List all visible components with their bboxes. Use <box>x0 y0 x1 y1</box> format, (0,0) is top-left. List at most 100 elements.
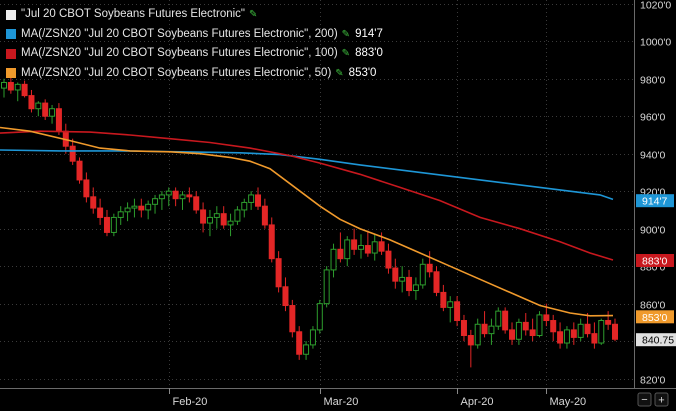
candle-body-down <box>28 95 35 110</box>
pencil-icon[interactable]: ✎ <box>249 9 258 20</box>
candle-body-down <box>337 248 344 260</box>
candle-body-down <box>502 310 509 331</box>
candle-body-down <box>509 329 516 340</box>
candle-body-up <box>241 201 248 211</box>
candle-body-down <box>426 263 433 273</box>
last-price-label: 840.75 <box>636 333 676 347</box>
zoom-in-icon: + <box>658 395 664 407</box>
legend-row-price[interactable]: "Jul 20 CBOT Soybeans Futures Electronic… <box>6 5 383 25</box>
ma100-price-label: 883'0 <box>636 254 674 268</box>
candle-body-up <box>309 329 316 346</box>
candle-body-down <box>406 276 413 292</box>
candle-body-down <box>275 258 282 288</box>
candle-body-up <box>515 321 522 340</box>
candle-body-down <box>69 145 76 162</box>
candle-body-up <box>49 108 56 117</box>
zoom-controls: − + <box>637 392 669 407</box>
legend-series-name: MA(/ZSN20 "Jul 20 CBOT Soybeans Futures … <box>21 27 338 40</box>
candle-body-up <box>234 209 241 222</box>
zoom-out-icon: − <box>641 394 647 406</box>
y-tick-label: 960'0 <box>640 112 666 124</box>
ma200-price-text: 914'7 <box>642 196 668 208</box>
y-tick-label: 900'0 <box>640 225 666 237</box>
zoom-in-button[interactable] <box>654 392 669 407</box>
candle-body-down <box>591 333 598 344</box>
candle-body-down <box>255 194 262 207</box>
ma100-price-text: 883'0 <box>642 256 668 268</box>
pencil-icon[interactable]: ✎ <box>341 48 351 59</box>
candle-body-down <box>522 321 529 331</box>
candle-body-down <box>454 301 461 322</box>
candle-body-down <box>460 320 467 337</box>
x-tick-label: Mar-20 <box>324 396 359 408</box>
ma50-line <box>0 126 614 317</box>
candle-body-down <box>7 81 14 91</box>
legend-row-ma50[interactable]: MA(/ZSN20 "Jul 20 CBOT Soybeans Futures … <box>6 64 383 84</box>
chart-legend: "Jul 20 CBOT Soybeans Futures Electronic… <box>6 5 383 83</box>
candle-body-down <box>467 335 474 346</box>
candle-body-down <box>296 331 303 355</box>
candle-body-down <box>268 224 275 260</box>
legend-swatch <box>6 29 16 40</box>
candle-body-down <box>433 271 440 293</box>
candle-body-up <box>495 310 502 327</box>
candle-body-up <box>447 301 454 308</box>
candle-body-up <box>323 269 330 305</box>
candle-body-up <box>344 239 351 260</box>
legend-row-ma200[interactable]: MA(/ZSN20 "Jul 20 CBOT Soybeans Futures … <box>6 25 383 45</box>
candle-body-down <box>378 241 385 252</box>
candle-body-down <box>481 323 488 335</box>
candle-body-up <box>152 198 159 205</box>
candle-body-down <box>392 267 399 282</box>
candle-body-down <box>543 314 550 322</box>
candle-body-up <box>158 194 165 200</box>
legend-row-ma100[interactable]: MA(/ZSN20 "Jul 20 CBOT Soybeans Futures … <box>6 44 383 64</box>
candle-body-down <box>220 213 227 226</box>
candle-body-down <box>612 323 618 340</box>
candle-body-up <box>131 205 138 209</box>
candle-body-up <box>165 190 172 196</box>
legend-series-value: 914'7 <box>355 27 383 40</box>
pencil-icon[interactable]: ✎ <box>341 28 351 40</box>
candle-body-down <box>570 329 577 338</box>
candle-body-down <box>440 291 447 308</box>
candle-body-down <box>529 329 536 337</box>
y-tick-label: 820'0 <box>640 375 666 387</box>
candle-body-up <box>1 81 7 89</box>
candle-body-up <box>357 245 364 250</box>
last-price-text: 840.75 <box>642 335 674 347</box>
ma50-price-text: 853'0 <box>642 312 668 324</box>
pencil-icon[interactable]: ✎ <box>335 67 344 79</box>
last-price-box <box>636 333 676 347</box>
candle-body-up <box>213 213 220 218</box>
zoom-out-button[interactable] <box>637 392 652 407</box>
candle-body-up <box>419 263 426 286</box>
candle-body-up <box>227 220 234 226</box>
legend-swatch <box>6 48 16 59</box>
time-axis[interactable]: Feb-20 Mar-20 Apr-20 May-20 <box>169 388 587 408</box>
x-tick-label: Feb-20 <box>173 396 208 408</box>
y-tick-label: 980'0 <box>640 75 666 87</box>
candle-body-down <box>55 108 62 132</box>
legend-series-value: 883'0 <box>355 47 383 59</box>
candle-body-up <box>117 211 124 218</box>
candle-body-down <box>193 196 200 211</box>
candle-body-up <box>124 207 131 213</box>
candle-body-down <box>186 194 193 198</box>
candle-body-up <box>371 241 378 254</box>
legend-swatch <box>6 9 16 20</box>
candle-body-down <box>103 216 110 233</box>
candle-body-down <box>83 179 90 198</box>
legend-swatch <box>6 68 16 79</box>
candle-body-up <box>316 303 323 331</box>
candle-body-up <box>488 325 495 335</box>
candle-body-up <box>179 194 186 200</box>
candle-body-down <box>138 205 145 211</box>
candle-body-up <box>110 216 117 233</box>
ma50-price-label: 853'0 <box>636 310 674 324</box>
ma100-price-box <box>636 254 674 267</box>
x-tick-label: May-20 <box>550 396 587 408</box>
y-tick-label: 860'0 <box>640 300 666 312</box>
candle-body-down <box>289 305 296 333</box>
